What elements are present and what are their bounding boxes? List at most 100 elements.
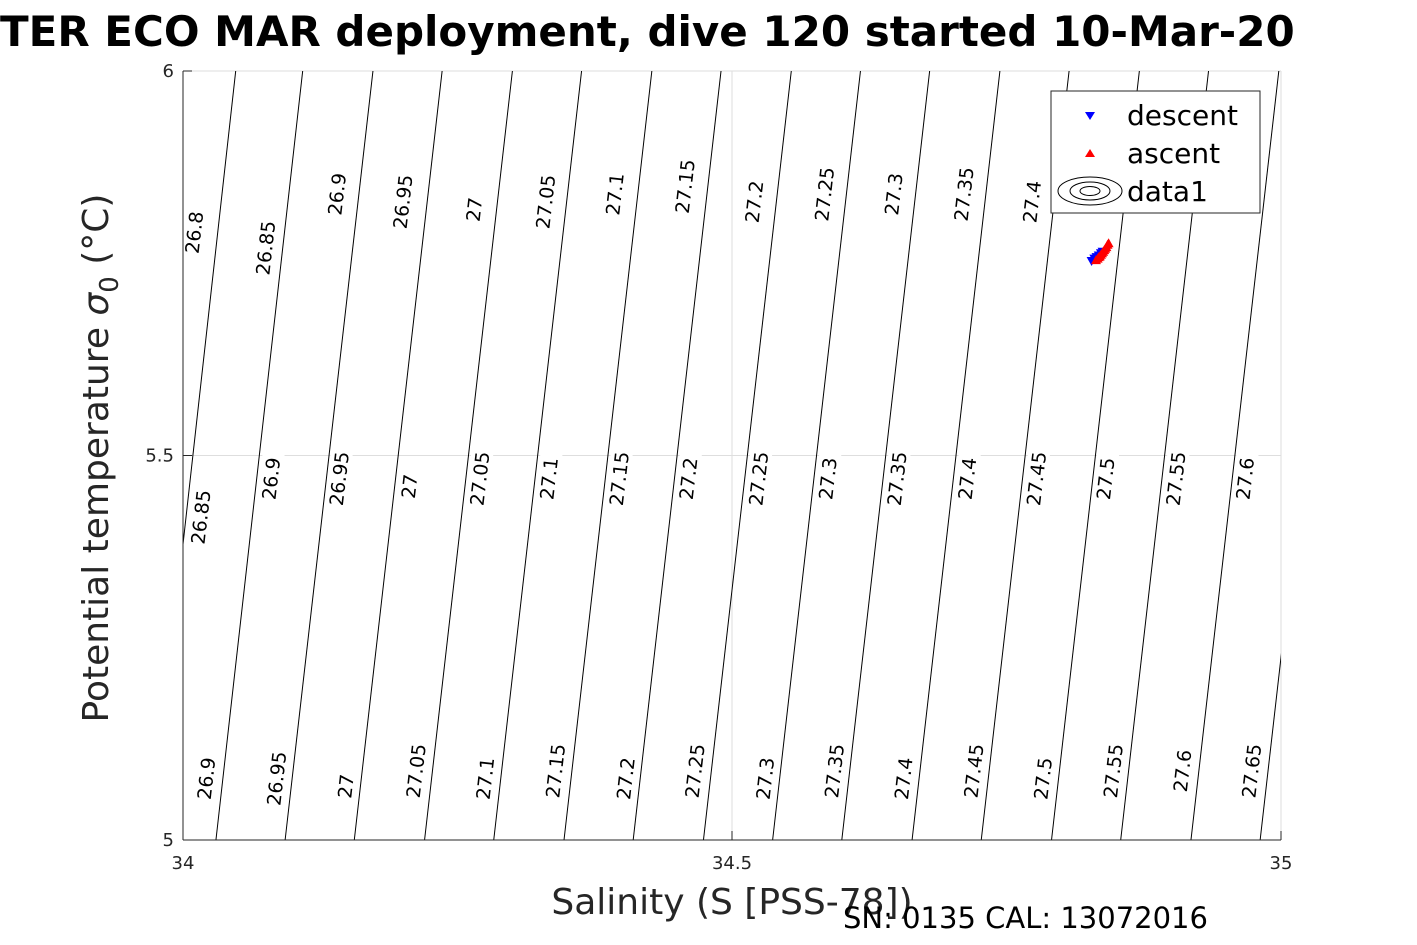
contour-label: 27.1 (536, 456, 563, 501)
contour-label: 27.1 (602, 172, 629, 217)
contour-label-group: 27.2 (674, 451, 703, 506)
contour-label: 27 (334, 773, 359, 800)
contour-label-bg (460, 182, 488, 237)
contour-label: 27.3 (753, 756, 780, 801)
contour-label-group: 27.2 (740, 174, 768, 229)
contour-label-group: 27.4 (889, 751, 918, 806)
contour-label-bg (680, 743, 709, 798)
contour-label: 27.5 (1093, 456, 1120, 501)
contour-label-bg (813, 451, 842, 506)
legend-contour-icon (1057, 176, 1123, 206)
contour-label-group: 27 (460, 182, 488, 237)
contour-label-group: 27.55 (1161, 450, 1191, 507)
contour-label: 27 (398, 473, 423, 500)
contour-label-bg (471, 751, 499, 806)
contour-label-group: 27 (331, 759, 360, 814)
contour-label-group: 27.25 (744, 450, 773, 507)
contour-label-group: 27.3 (751, 751, 780, 806)
contour-label-bg (534, 451, 563, 506)
contour-label-bg (388, 174, 417, 229)
contour-label: 26.9 (194, 756, 221, 801)
ascent-point (1103, 238, 1114, 248)
contour-label-bg (882, 451, 911, 506)
contour-label: 26.8 (182, 210, 209, 255)
contour-label-bg (1017, 174, 1046, 229)
y-axis-label-unit: (°C) (76, 194, 117, 277)
contour-label-bg (1237, 743, 1266, 798)
footer-calibration: SN: 0135 CAL: 13072016 (843, 901, 1208, 935)
contour-label-bg (889, 751, 918, 806)
contour-label: 27.6 (1170, 749, 1197, 794)
contour-label-group: 27.3 (879, 166, 908, 222)
contour-label-group: 26.9 (256, 451, 286, 506)
y-axis-label-sigma: σ (76, 292, 117, 316)
contour-label-bg (465, 451, 494, 506)
contour-label: 27.3 (815, 456, 842, 501)
x-axis-label: Salinity (S [PSS-78]) (551, 882, 912, 923)
contour-label-group: 27.15 (670, 158, 700, 215)
contour-label-group: 26.95 (262, 750, 291, 807)
contour-label-group: 27.6 (1230, 451, 1259, 506)
contour-label-group: 26.95 (388, 174, 418, 230)
contour-label-bg (192, 751, 220, 806)
contour-label: 27.4 (891, 756, 918, 801)
contour-label-bg (1091, 451, 1120, 506)
contour-label-group: 27.1 (534, 451, 563, 506)
contour-label-bg (256, 451, 285, 506)
chart-title: TER ECO MAR deployment, dive 120 started… (0, 7, 1295, 56)
contour-label-group: 27.6 (1168, 743, 1197, 798)
y-tick-label: 5 (163, 830, 174, 851)
contour-label-bg (949, 166, 978, 222)
contour-label: 26.9 (324, 172, 351, 217)
contour-label: 27 (463, 196, 488, 223)
contour-label: 26.9 (259, 456, 286, 501)
contour-label-group: 26.85 (186, 489, 216, 545)
contour-label-bg (186, 489, 215, 545)
contour-label-bg (541, 743, 570, 798)
contour-label-bg (1230, 451, 1259, 506)
isopycnal-line (1259, 658, 1281, 840)
contour-label-group: 27.05 (531, 174, 560, 230)
contour-label-bg (1028, 751, 1057, 806)
contour-label-bg (879, 166, 908, 222)
contour-label-group: 27.1 (471, 751, 499, 806)
contour-label-group: 27.1 (600, 166, 629, 222)
contour-label-bg (744, 451, 773, 506)
contour-label-bg (325, 451, 353, 506)
contour-label: 27.3 (881, 172, 908, 217)
contour-label-bg (674, 451, 702, 506)
contour-label-group: 27.4 (1017, 174, 1046, 229)
contour-label-group: 27.3 (813, 451, 842, 506)
contour-label-bg (611, 751, 640, 806)
contour-label-group: 27.15 (541, 743, 570, 799)
contour-label: 27.2 (676, 456, 703, 501)
y-tick-label: 5.5 (145, 446, 174, 467)
contour-label-bg (322, 166, 351, 222)
legend-data1-label: data1 (1127, 175, 1208, 208)
contour-label-bg (1099, 743, 1127, 798)
contour-label: 27.2 (613, 756, 640, 801)
contour-label-group: 27.5 (1091, 451, 1120, 506)
contour-label-bg (751, 751, 779, 806)
contour-label-bg (262, 751, 291, 806)
contour-label-group: 27.4 (953, 451, 981, 506)
contour-label-bg (531, 174, 560, 229)
legend-descent-marker (1085, 112, 1095, 120)
contour-label-bg (1022, 451, 1051, 506)
contour-label-bg (251, 220, 280, 275)
axis-ticks: 34 34.5 35 5 5.5 6 (145, 61, 1292, 874)
contour-label-group: 27.45 (959, 743, 989, 799)
legend-ascent-label: ascent (1127, 137, 1220, 170)
x-tick-label: 34.5 (712, 853, 752, 874)
contour-label-bg (820, 743, 848, 798)
contour-label: 27.6 (1232, 456, 1259, 501)
contour-label-group: 27.65 (1237, 743, 1266, 799)
contour-label-group: 26.9 (192, 751, 221, 806)
contour-label-bg (959, 743, 988, 798)
contour-label-bg (1168, 743, 1197, 798)
legend-box (1050, 90, 1261, 214)
data-points (1086, 238, 1114, 266)
contour-label-bg (331, 759, 360, 814)
contour-label-group: 26.8 (182, 205, 209, 260)
